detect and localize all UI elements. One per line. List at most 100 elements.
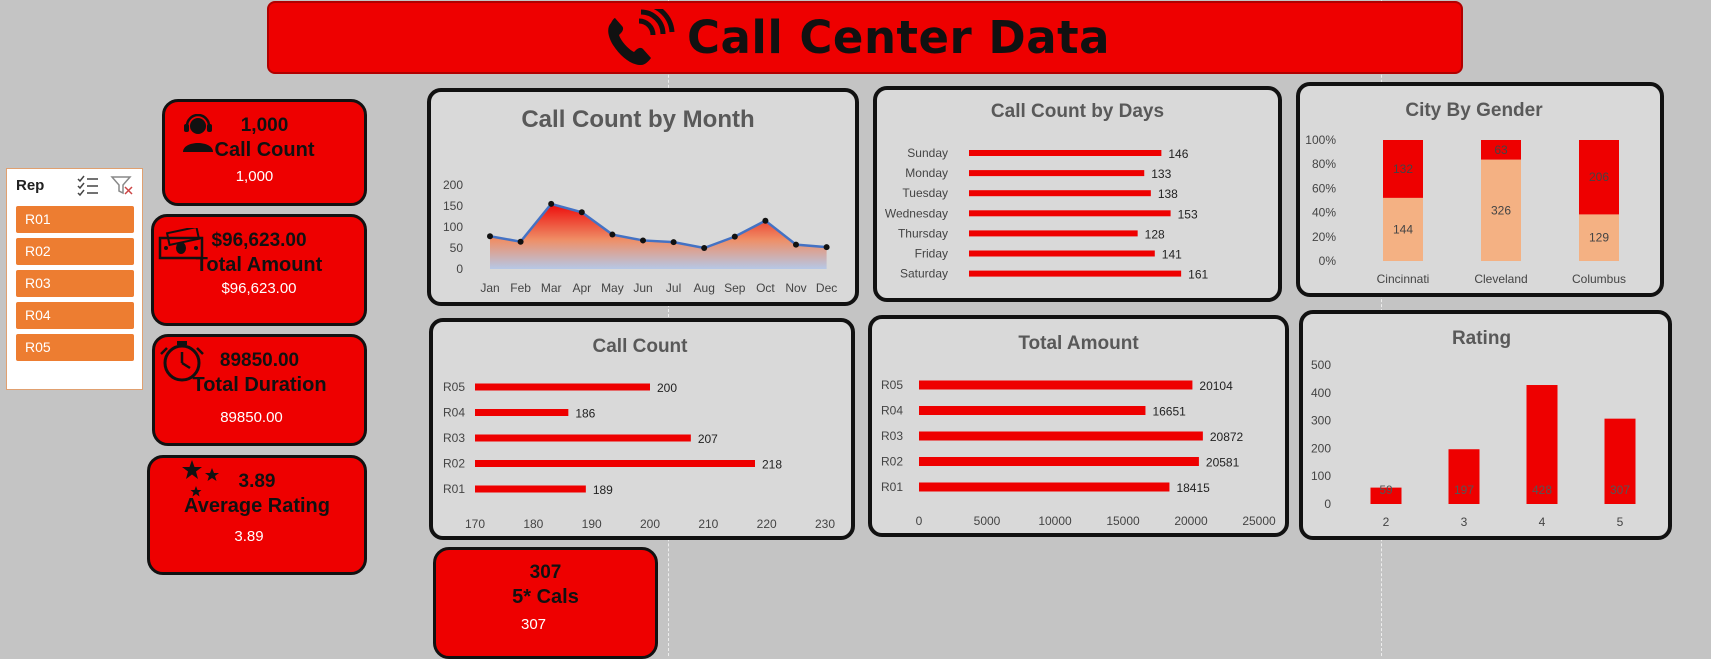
y-tick-label: 60% [1312,181,1336,195]
category-label: Sunday [907,146,948,160]
x-tick-label: Sep [724,281,746,295]
area-fill [490,203,827,269]
bar [475,383,650,391]
data-label: 129 [1589,231,1609,245]
chart-call-count-by-month: Call Count by Month 0 50 100 150 200 Jan Feb Ma… [427,88,859,306]
category-label: 4 [1539,515,1546,529]
slicer-item-r02[interactable]: R02 [16,238,134,265]
bar [919,406,1146,415]
chart-title: Rating [1451,328,1512,349]
data-label: 218 [762,458,782,472]
data-label: 197 [1454,483,1474,497]
bar [919,457,1199,466]
data-point [670,239,677,246]
x-tick-label: 210 [698,517,718,531]
bar [969,250,1155,257]
kpi-label: Average Rating [184,495,330,517]
category-label: R05 [881,378,903,392]
data-label: 146 [1168,147,1188,161]
series-line [489,202,827,250]
category-label: R04 [881,404,903,418]
kpi-label: 5* Cals [512,586,579,608]
kpi-average-rating: 3.89 Average Rating 3.89 [147,455,367,575]
slicer-item-r05[interactable]: R05 [16,334,134,361]
rating-column-chart: 0 100 200 300 400 500 59 2 197 3 428 4 307 5 [1311,358,1636,529]
category-label: Columbus [1572,272,1626,286]
rep-amount-bar-chart: R05 20104 R04 16651 R03 20872 R02 20581 R01 18415… [881,378,1276,528]
x-tick-label: 230 [815,517,835,531]
bar [1526,385,1558,504]
x-tick-label: 10000 [1038,514,1072,528]
x-tick-label: 25000 [1242,514,1276,528]
category-label: 3 [1461,515,1468,529]
stars-icon [182,460,219,497]
stack-segment [1481,159,1521,261]
data-label: 428 [1532,483,1552,497]
bar [919,482,1170,492]
chart-title: Call Count by Days [990,101,1165,122]
x-tick-label: 15000 [1106,514,1140,528]
category-label: Tuesday [902,186,948,200]
category-label: Saturday [900,267,948,281]
category-label: Cincinnati [1377,272,1430,286]
kpi-value: 1,000 [240,115,289,136]
city-gender-stacked-chart: 0% 20% 40% 60% 80% 100% 144 132 Cincinnati 326 63 C… [1305,133,1626,286]
category-label: R04 [443,406,465,420]
category-label: R03 [881,429,903,443]
data-label: 59 [1379,483,1393,497]
x-tick-label: Feb [510,281,531,295]
y-tick-label: 300 [1311,414,1331,428]
bar [919,431,1203,441]
kpi-label: Call Count [214,139,315,161]
x-tick-label: 0 [916,514,923,528]
month-area-chart: 0 50 100 150 200 Jan Feb Mar Apr May Jun Jul Aug Sep O… [443,178,837,295]
category-label: R02 [881,455,903,469]
bar [475,409,569,416]
bar [969,210,1171,217]
data-point [731,233,738,240]
data-label: 132 [1393,162,1413,176]
bar [969,150,1162,156]
multi-select-icon[interactable] [76,174,100,196]
slicer-item-r03[interactable]: R03 [16,270,134,297]
data-label: 326 [1491,203,1511,217]
bar [1604,418,1636,504]
y-tick-label: 100% [1305,133,1336,147]
category-label: 5 [1617,515,1624,529]
y-tick-label: 0 [1324,497,1331,511]
clear-filter-icon[interactable] [110,174,134,196]
kpi-sub-value: $96,623.00 [221,280,297,297]
title-banner: Call Center Data [267,1,1463,74]
category-label: Thursday [898,226,948,240]
chart-call-count-by-days: Call Count by Days Sunday 146 Monday 133 Tue… [873,86,1282,302]
x-tick-label: Oct [756,281,775,295]
data-point [548,200,555,207]
slicer-item-r01[interactable]: R01 [16,206,134,233]
stack-segment [1383,140,1423,198]
category-label: Monday [905,166,948,180]
chart-title: Call Count [592,336,688,357]
kpi-sub-value: 89850.00 [220,409,283,426]
y-tick-label: 0% [1319,254,1337,268]
x-tick-label: Mar [541,281,562,295]
bar [969,230,1138,237]
data-point [609,231,616,238]
slicer-item-r04[interactable]: R04 [16,302,134,329]
headset-agent-icon [183,114,213,152]
chart-title: City By Gender [1405,100,1543,121]
chart-city-by-gender: City By Gender 0% 20% 40% 60% 80% 100% 144 132 C… [1296,82,1664,297]
kpi-label: Total Duration [192,374,327,396]
data-label: 161 [1188,268,1208,282]
bar [919,380,1193,390]
bar [475,434,691,442]
kpi-sub-value: 3.89 [234,528,264,545]
x-tick-label: May [601,281,624,295]
category-label: R01 [881,480,903,494]
stack-segment [1579,214,1619,261]
kpi-total-amount: $96,623.00 Total Amount $96,623.00 [151,214,367,326]
kpi-label: Total Amount [195,254,323,276]
x-tick-label: 20000 [1174,514,1208,528]
data-label: 206 [1589,170,1609,184]
bar [1370,487,1402,504]
data-label: 141 [1162,248,1182,262]
